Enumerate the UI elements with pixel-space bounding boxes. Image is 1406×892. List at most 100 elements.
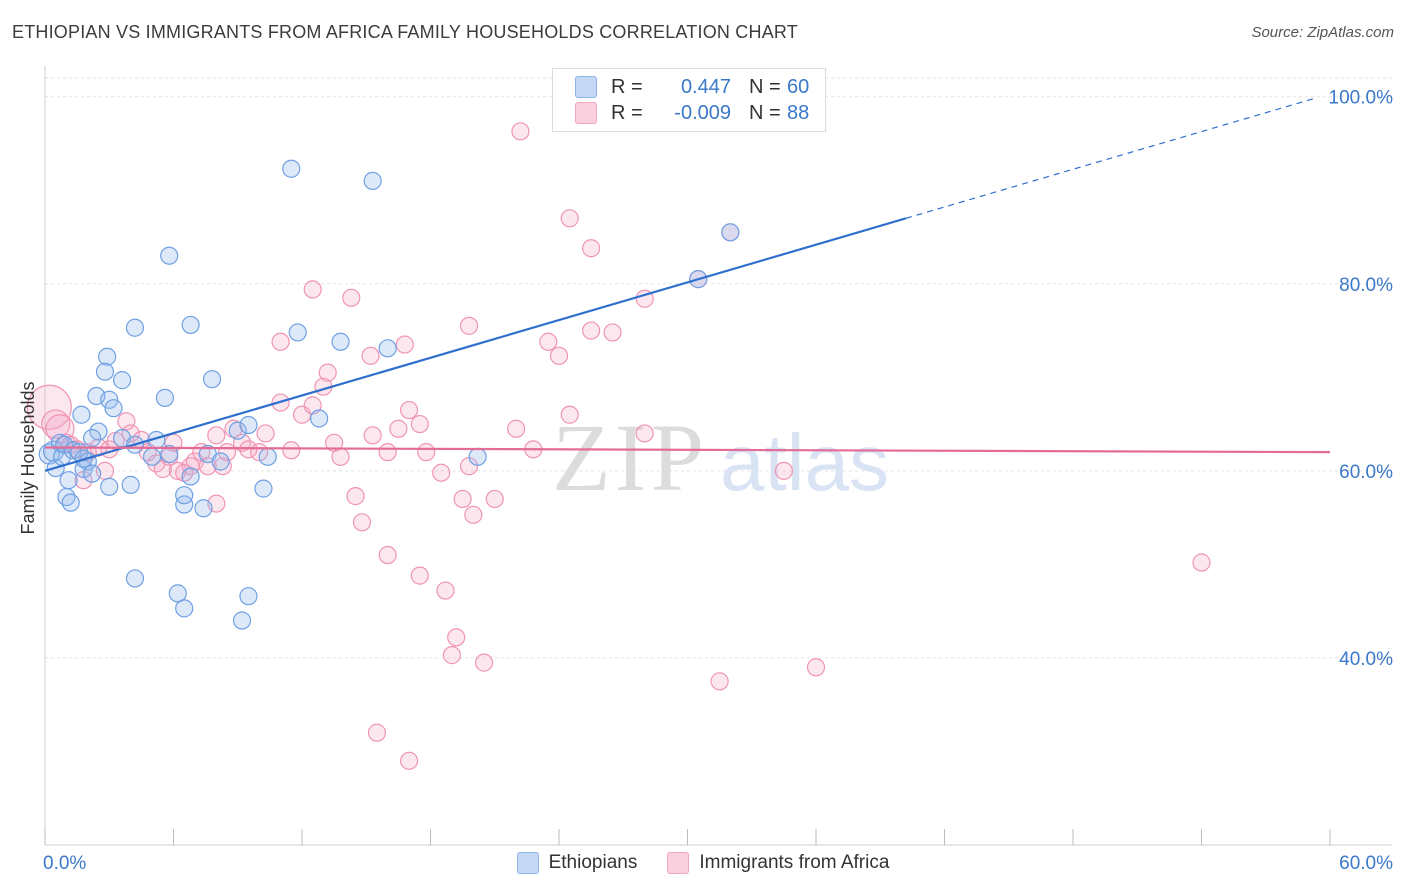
data-point-immigrants	[582, 321, 601, 340]
data-point-immigrants	[560, 405, 579, 424]
data-point-immigrants	[207, 426, 226, 445]
data-point-ethiopians	[181, 315, 200, 335]
data-point-immigrants	[603, 323, 622, 342]
data-point-ethiopians	[310, 409, 329, 428]
data-point-immigrants	[560, 209, 579, 228]
y-axis-title: Family Households	[18, 381, 38, 534]
data-point-immigrants	[45, 414, 75, 444]
data-point-ethiopians	[100, 477, 119, 496]
data-point-ethiopians	[194, 499, 213, 518]
watermark-atlas: atlas	[720, 418, 889, 507]
data-point-immigrants	[378, 545, 397, 565]
data-point-ethiopians	[228, 421, 247, 440]
data-point-ethiopians	[363, 171, 382, 190]
data-point-ethiopians	[282, 159, 301, 178]
legend-n-value: 60	[787, 75, 810, 98]
data-point-ethiopians	[112, 371, 132, 390]
data-point-ethiopians	[202, 370, 222, 389]
data-point-immigrants	[432, 463, 451, 482]
y-tick-label: 100.0%	[1329, 88, 1394, 109]
series-immigrants-from-africa	[26, 122, 1211, 770]
legend-n-value: 88	[787, 101, 810, 124]
data-point-ethiopians	[155, 388, 175, 407]
data-point-immigrants	[399, 751, 419, 770]
source-label: Source: ZipAtlas.com	[1251, 24, 1394, 41]
data-point-ethiopians	[160, 246, 179, 265]
trend-line-ethiopians	[44, 217, 907, 472]
data-point-immigrants	[282, 441, 301, 460]
trend-line-ethiopians-extension	[905, 97, 1318, 219]
data-point-immigrants	[474, 653, 494, 672]
data-point-ethiopians	[181, 467, 200, 486]
data-point-immigrants	[806, 658, 826, 677]
data-point-ethiopians	[89, 422, 108, 441]
data-point-ethiopians	[211, 452, 230, 471]
data-point-immigrants	[410, 414, 429, 434]
data-point-immigrants	[410, 566, 429, 585]
legend-label-immigrants: Immigrants from Africa	[699, 852, 890, 873]
legend-n-label: N =	[749, 101, 781, 124]
legend-r-value: 0.447	[680, 75, 731, 98]
chart-title: ETHIOPIAN VS IMMIGRANTS FROM AFRICA FAMI…	[12, 22, 798, 42]
legend-swatch-blue	[516, 852, 539, 874]
data-point-immigrants	[363, 426, 382, 445]
series-ethiopians	[38, 159, 740, 630]
data-point-immigrants	[352, 513, 372, 532]
grid-lines	[45, 77, 1392, 659]
legend-swatch-pink	[575, 102, 597, 124]
data-point-immigrants	[464, 505, 483, 524]
legend-r-label: R =	[611, 75, 643, 98]
data-point-immigrants	[442, 646, 462, 665]
data-point-immigrants	[318, 363, 337, 382]
legend-item-ethiopians[interactable]: Ethiopians	[516, 852, 637, 874]
data-point-immigrants	[417, 443, 436, 462]
data-point-ethiopians	[100, 390, 119, 409]
correlation-legend: R = 0.447 N = 60 R = -0.009 N = 88	[552, 68, 826, 132]
data-point-ethiopians	[258, 447, 277, 466]
data-point-immigrants	[256, 424, 275, 443]
data-point-immigrants	[121, 424, 140, 443]
data-point-ethiopians	[288, 323, 307, 342]
trend-line-immigrants	[44, 446, 1331, 454]
data-point-immigrants	[367, 723, 387, 742]
data-point-immigrants	[511, 122, 530, 141]
watermark: ZIP atlas	[552, 404, 889, 511]
data-point-immigrants	[1192, 553, 1211, 572]
data-point-immigrants	[539, 332, 558, 351]
data-point-immigrants	[346, 487, 365, 506]
series-legend: Ethiopians Immigrants from Africa	[0, 852, 1406, 874]
data-point-ethiopians	[125, 318, 145, 337]
watermark-zip: ZIP	[552, 404, 708, 511]
data-point-ethiopians	[83, 464, 102, 483]
data-point-ethiopians	[175, 486, 194, 505]
data-point-ethiopians	[168, 584, 187, 603]
legend-row-ethiopians: R = 0.447 N = 60	[575, 74, 809, 100]
data-point-ethiopians	[72, 405, 91, 424]
data-point-immigrants	[361, 346, 380, 365]
data-point-immigrants	[331, 447, 350, 466]
data-point-immigrants	[774, 461, 793, 480]
legend-swatch-pink	[667, 852, 690, 874]
legend-item-immigrants[interactable]: Immigrants from Africa	[667, 852, 889, 874]
data-point-ethiopians	[61, 493, 80, 512]
data-point-immigrants	[485, 489, 504, 509]
data-point-ethiopians	[378, 339, 397, 358]
data-point-immigrants	[507, 419, 526, 438]
y-tick-label: 80.0%	[1339, 275, 1393, 296]
x-tick-label: 0.0%	[43, 853, 86, 874]
trend-lines	[44, 97, 1331, 472]
data-point-immigrants	[41, 409, 71, 439]
data-point-immigrants	[582, 239, 601, 258]
data-point-ethiopians	[121, 475, 140, 494]
data-point-immigrants	[549, 346, 569, 365]
x-tick-label: 60.0%	[1339, 853, 1393, 874]
data-point-immigrants	[213, 457, 232, 476]
y-tick-label: 40.0%	[1339, 649, 1393, 670]
data-point-immigrants	[453, 489, 472, 509]
data-point-ethiopians	[254, 479, 273, 498]
axis-labels: 40.0% 60.0% 80.0% 100.0% 0.0% 60.0%	[43, 88, 1393, 874]
data-point-immigrants	[303, 280, 322, 299]
data-point-ethiopians	[175, 599, 194, 618]
y-tick-label: 60.0%	[1339, 462, 1393, 483]
